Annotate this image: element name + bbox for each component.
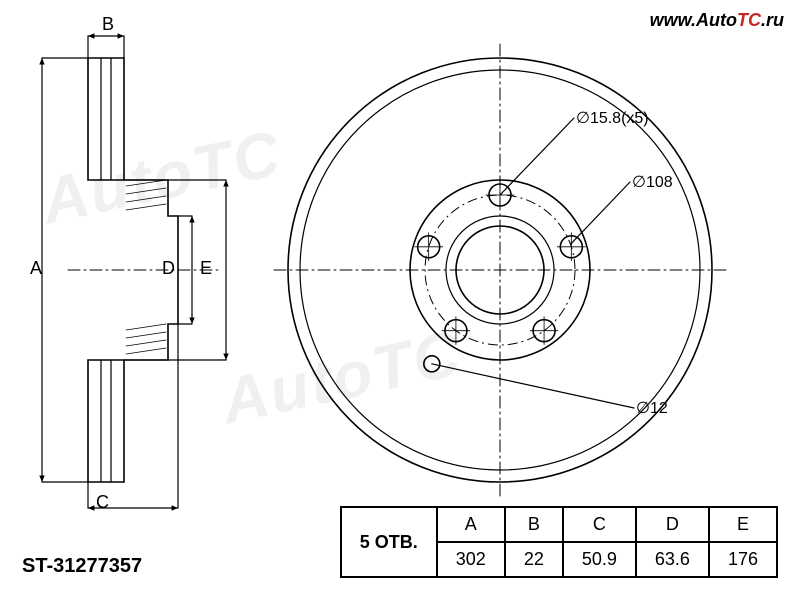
td-a: 302	[437, 542, 505, 577]
dim-letter-a: A	[30, 258, 42, 279]
dim-letter-c: C	[96, 492, 109, 513]
th-e: E	[709, 507, 777, 542]
dim-letter-b: B	[102, 14, 114, 35]
dim-letter-d: D	[162, 258, 175, 279]
td-e: 176	[709, 542, 777, 577]
th-b: B	[505, 507, 563, 542]
annot-pin: ∅12	[636, 398, 668, 418]
td-d: 63.6	[636, 542, 709, 577]
annot-pcd: ∅108	[632, 172, 673, 192]
part-number: ST-31277357	[22, 555, 142, 578]
annot-bolt: ∅15.8(x5)	[576, 108, 649, 128]
td-c: 50.9	[563, 542, 636, 577]
drawing-canvas: AutoTC AutoTC www.AutoTC.ru A B C D E ∅1…	[0, 0, 800, 600]
dim-letter-e: E	[200, 258, 212, 279]
th-c: C	[563, 507, 636, 542]
table-header-row: 5 ОТВ. A B C D E	[341, 507, 777, 542]
table-row-label: 5 ОТВ.	[341, 507, 437, 577]
th-a: A	[437, 507, 505, 542]
td-b: 22	[505, 542, 563, 577]
th-d: D	[636, 507, 709, 542]
dimension-table: 5 ОТВ. A B C D E 302 22 50.9 63.6 176	[340, 506, 778, 578]
